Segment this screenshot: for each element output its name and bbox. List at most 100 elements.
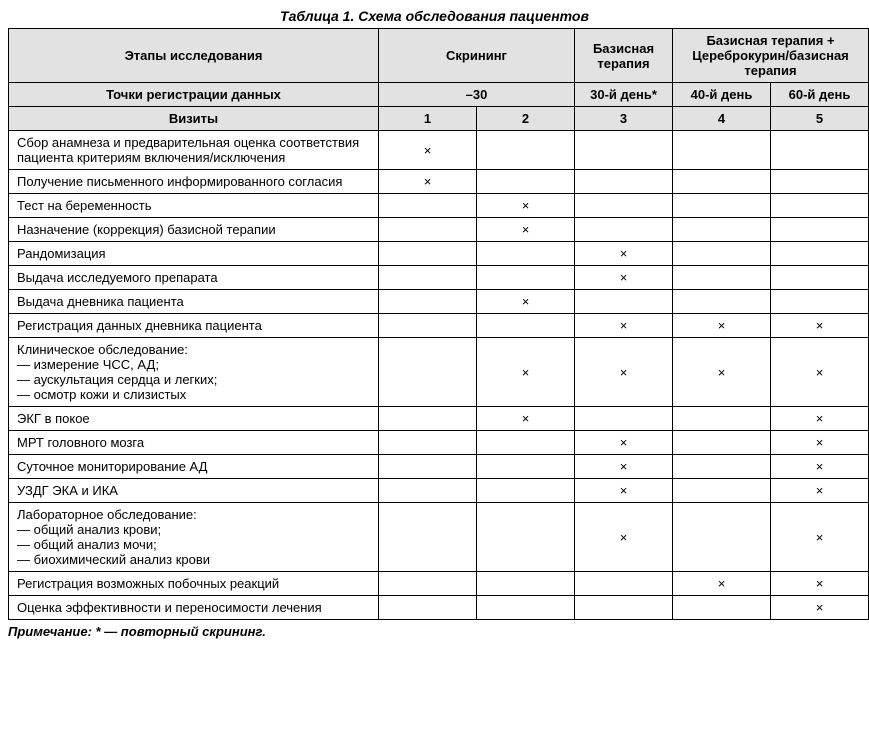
table-row: Назначение (коррекция) базисной терапии× xyxy=(9,218,869,242)
row-label: Рандомизация xyxy=(9,242,379,266)
check-mark-icon: × xyxy=(718,365,726,380)
mark-cell xyxy=(477,242,575,266)
mark-cell xyxy=(771,170,869,194)
mark-cell xyxy=(477,266,575,290)
header-group-screening: Скрининг xyxy=(379,29,575,83)
check-mark-icon: × xyxy=(718,318,726,333)
check-mark-icon: × xyxy=(620,435,628,450)
mark-cell xyxy=(673,290,771,314)
check-mark-icon: × xyxy=(718,576,726,591)
row-label: Регистрация данных дневника пациента xyxy=(9,314,379,338)
header-regpoints: Точки регистрации данных xyxy=(9,83,379,107)
mark-cell: × xyxy=(673,338,771,407)
table-footnote: Примечание: * — повторный скрининг. xyxy=(8,624,861,639)
mark-cell: × xyxy=(575,242,673,266)
study-scheme-table: Этапы исследования Скрининг Базисная тер… xyxy=(8,28,869,620)
mark-cell xyxy=(379,194,477,218)
check-mark-icon: × xyxy=(620,459,628,474)
mark-cell: × xyxy=(771,596,869,620)
mark-cell xyxy=(477,170,575,194)
header-v3: 3 xyxy=(575,107,673,131)
mark-cell xyxy=(575,194,673,218)
mark-cell: × xyxy=(477,194,575,218)
check-mark-icon: × xyxy=(816,600,824,615)
header-reg-base: 30-й день* xyxy=(575,83,673,107)
mark-cell xyxy=(379,290,477,314)
check-mark-icon: × xyxy=(816,483,824,498)
mark-cell xyxy=(771,131,869,170)
table-row: Выдача дневника пациента × xyxy=(9,290,869,314)
row-label: Получение письменного информированного с… xyxy=(9,170,379,194)
mark-cell xyxy=(379,266,477,290)
mark-cell xyxy=(771,218,869,242)
mark-cell: × xyxy=(771,503,869,572)
mark-cell: × xyxy=(673,572,771,596)
mark-cell: × xyxy=(477,290,575,314)
mark-cell xyxy=(575,131,673,170)
header-v4: 4 xyxy=(673,107,771,131)
header-v5: 5 xyxy=(771,107,869,131)
row-label: Выдача дневника пациента xyxy=(9,290,379,314)
mark-cell xyxy=(673,431,771,455)
check-mark-icon: × xyxy=(620,365,628,380)
mark-cell xyxy=(673,266,771,290)
mark-cell xyxy=(379,218,477,242)
table-row: Выдача исследуемого препарата× xyxy=(9,266,869,290)
header-group-combined: Базисная терапия + Цереброкурин/базисная… xyxy=(673,29,869,83)
mark-cell xyxy=(477,431,575,455)
mark-cell: × xyxy=(575,503,673,572)
mark-cell xyxy=(379,314,477,338)
table-body: Сбор анамнеза и предварительная оценка с… xyxy=(9,131,869,620)
check-mark-icon: × xyxy=(522,411,530,426)
table-row: МРТ головного мозга×× xyxy=(9,431,869,455)
mark-cell: × xyxy=(379,170,477,194)
header-v1: 1 xyxy=(379,107,477,131)
mark-cell xyxy=(673,242,771,266)
table-row: Оценка эффективности и переносимости леч… xyxy=(9,596,869,620)
table-row: Сбор анамнеза и предварительная оценка с… xyxy=(9,131,869,170)
mark-cell: × xyxy=(771,407,869,431)
mark-cell xyxy=(477,596,575,620)
check-mark-icon: × xyxy=(816,576,824,591)
table-row: Регистрация данных дневника пациента××× xyxy=(9,314,869,338)
mark-cell xyxy=(477,131,575,170)
mark-cell xyxy=(379,503,477,572)
mark-cell: × xyxy=(771,431,869,455)
check-mark-icon: × xyxy=(816,530,824,545)
check-mark-icon: × xyxy=(816,435,824,450)
mark-cell xyxy=(379,596,477,620)
mark-cell xyxy=(673,596,771,620)
mark-cell xyxy=(379,455,477,479)
check-mark-icon: × xyxy=(424,143,432,158)
row-label: Суточное мониторирование АД xyxy=(9,455,379,479)
mark-cell xyxy=(477,314,575,338)
mark-cell: × xyxy=(575,338,673,407)
table-row: ЭКГ в покое×× xyxy=(9,407,869,431)
mark-cell xyxy=(673,455,771,479)
table-row: Рандомизация × xyxy=(9,242,869,266)
mark-cell xyxy=(575,596,673,620)
mark-cell xyxy=(673,218,771,242)
header-v2: 2 xyxy=(477,107,575,131)
mark-cell xyxy=(673,479,771,503)
header-group-base: Базисная терапия xyxy=(575,29,673,83)
check-mark-icon: × xyxy=(620,246,628,261)
mark-cell xyxy=(379,572,477,596)
row-label: Лабораторное обследование:— общий анализ… xyxy=(9,503,379,572)
mark-cell xyxy=(575,290,673,314)
mark-cell: × xyxy=(477,407,575,431)
row-label: Сбор анамнеза и предварительная оценка с… xyxy=(9,131,379,170)
mark-cell xyxy=(379,338,477,407)
mark-cell xyxy=(673,503,771,572)
check-mark-icon: × xyxy=(816,459,824,474)
mark-cell xyxy=(673,131,771,170)
table-row: УЗДГ ЭКА и ИКА×× xyxy=(9,479,869,503)
mark-cell xyxy=(771,290,869,314)
mark-cell: × xyxy=(771,338,869,407)
mark-cell: × xyxy=(575,314,673,338)
table-row: Тест на беременность× xyxy=(9,194,869,218)
mark-cell xyxy=(379,407,477,431)
check-mark-icon: × xyxy=(424,174,432,189)
mark-cell xyxy=(477,572,575,596)
check-mark-icon: × xyxy=(620,483,628,498)
